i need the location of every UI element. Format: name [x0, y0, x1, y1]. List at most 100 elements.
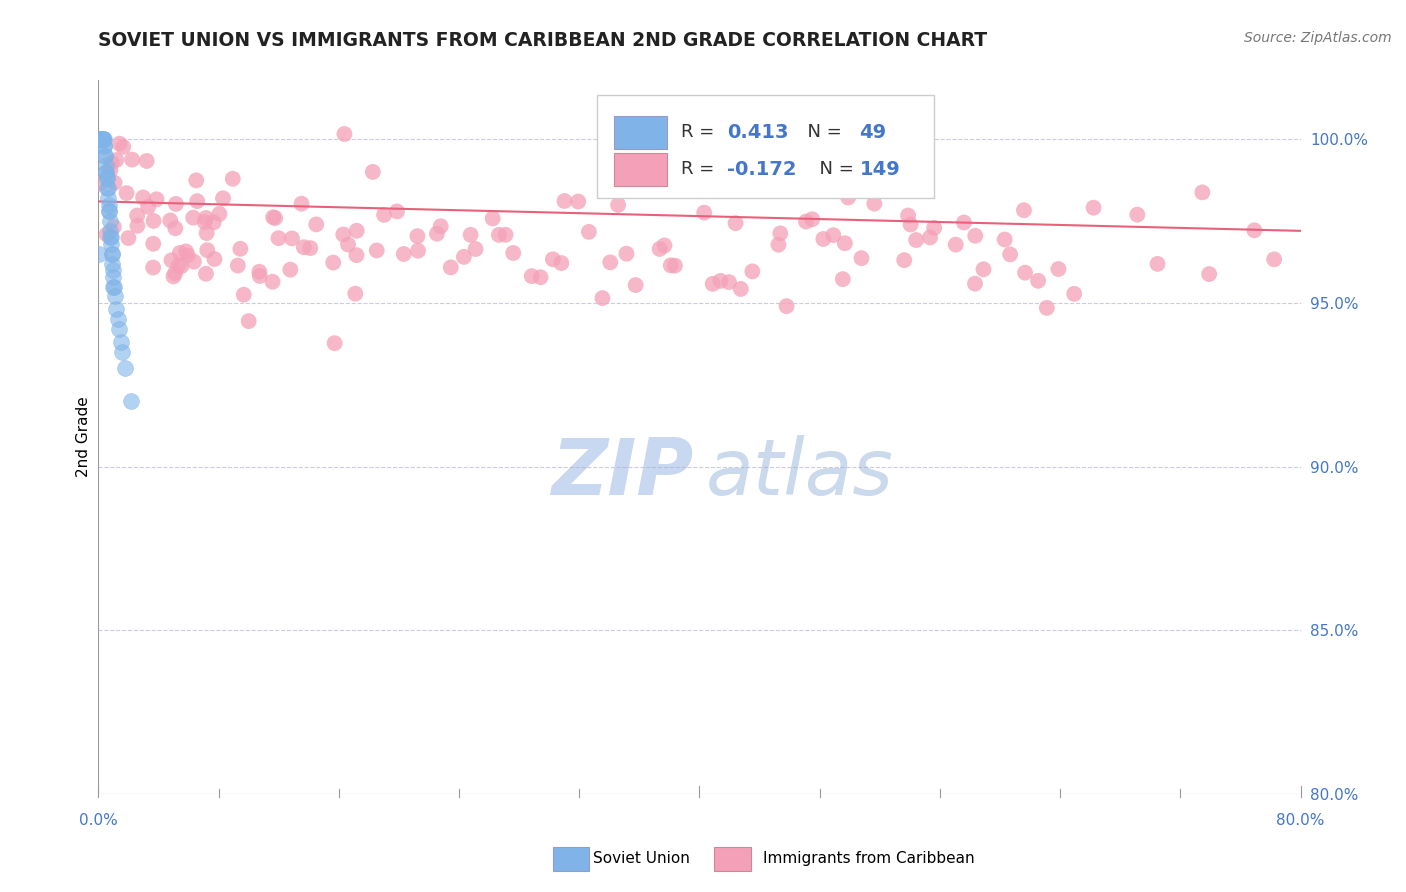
Text: 149: 149 — [859, 160, 900, 179]
Point — [502, 246, 524, 260]
Point — [495, 227, 517, 242]
Text: SOVIET UNION VS IMMIGRANTS FROM CARIBBEAN 2ND GRADE CORRELATION CHART: SOVIET UNION VS IMMIGRANTS FROM CARIBBEA… — [98, 31, 987, 50]
FancyBboxPatch shape — [598, 95, 934, 198]
Point — [972, 262, 994, 277]
Point — [607, 198, 630, 212]
Point — [247, 265, 270, 279]
Point — [724, 216, 747, 230]
Point — [94, 148, 117, 162]
Point — [91, 132, 114, 146]
Point — [174, 244, 197, 259]
Point — [267, 231, 290, 245]
Point — [900, 218, 922, 232]
Point — [165, 266, 187, 280]
FancyBboxPatch shape — [614, 116, 666, 149]
Point — [264, 211, 287, 225]
Y-axis label: 2nd Grade: 2nd Grade — [76, 397, 91, 477]
Point — [195, 244, 218, 258]
Point — [100, 246, 122, 260]
Point — [337, 237, 360, 252]
Point — [994, 232, 1017, 246]
Point — [440, 260, 463, 275]
Point — [392, 247, 415, 261]
Point — [89, 246, 111, 260]
Point — [373, 208, 395, 222]
Point — [794, 214, 817, 228]
Point — [127, 209, 149, 223]
Point — [90, 132, 112, 146]
Point — [108, 136, 131, 151]
Point — [89, 132, 111, 146]
Point — [322, 255, 344, 269]
Point — [1012, 203, 1035, 218]
Point — [709, 274, 731, 288]
Point — [648, 242, 671, 256]
Point — [305, 218, 328, 232]
Point — [953, 215, 976, 229]
Point — [591, 291, 613, 305]
Point — [103, 176, 125, 190]
Point — [165, 197, 187, 211]
Point — [1083, 201, 1105, 215]
Point — [837, 190, 859, 204]
Point — [142, 236, 165, 251]
Point — [212, 191, 235, 205]
Point — [280, 262, 302, 277]
Point — [89, 132, 111, 146]
Point — [1146, 257, 1168, 271]
Point — [115, 186, 138, 200]
Point — [893, 253, 915, 268]
Point — [229, 242, 252, 256]
Point — [693, 205, 716, 219]
FancyBboxPatch shape — [614, 153, 666, 186]
Point — [920, 230, 942, 244]
Point — [93, 132, 115, 146]
Point — [323, 336, 346, 351]
Point — [290, 196, 312, 211]
Point — [100, 236, 122, 251]
Point — [1191, 186, 1213, 200]
Point — [177, 248, 200, 262]
Point — [90, 132, 112, 146]
Point — [114, 361, 136, 376]
Point — [550, 256, 572, 270]
Point — [105, 153, 128, 167]
Point — [1263, 252, 1285, 267]
Point — [132, 190, 155, 204]
Point — [181, 211, 204, 225]
Point — [194, 215, 217, 229]
Point — [136, 200, 159, 214]
Point — [94, 165, 117, 179]
Point — [332, 227, 354, 242]
Point — [406, 244, 429, 258]
Point — [110, 335, 132, 350]
Point — [965, 228, 987, 243]
Text: 0.0%: 0.0% — [79, 814, 118, 828]
Point — [98, 204, 121, 219]
Point — [834, 236, 856, 251]
Text: R =: R = — [682, 161, 720, 178]
Point — [127, 219, 149, 233]
Point — [366, 244, 388, 258]
Point — [93, 148, 115, 162]
Point — [281, 231, 304, 245]
Point — [222, 171, 245, 186]
Point — [96, 171, 118, 186]
Point — [90, 132, 112, 146]
Text: -0.172: -0.172 — [727, 160, 797, 179]
Point — [346, 248, 368, 262]
Point — [385, 204, 408, 219]
Point — [167, 259, 190, 273]
Point — [616, 246, 638, 260]
Point — [135, 153, 157, 168]
Point — [851, 251, 873, 265]
Point — [98, 214, 121, 228]
Point — [100, 155, 122, 169]
Point — [529, 270, 551, 285]
Point — [183, 254, 205, 268]
Point — [108, 322, 131, 336]
Point — [488, 227, 510, 242]
Point — [333, 127, 356, 141]
Point — [658, 183, 681, 197]
Point — [406, 229, 429, 244]
